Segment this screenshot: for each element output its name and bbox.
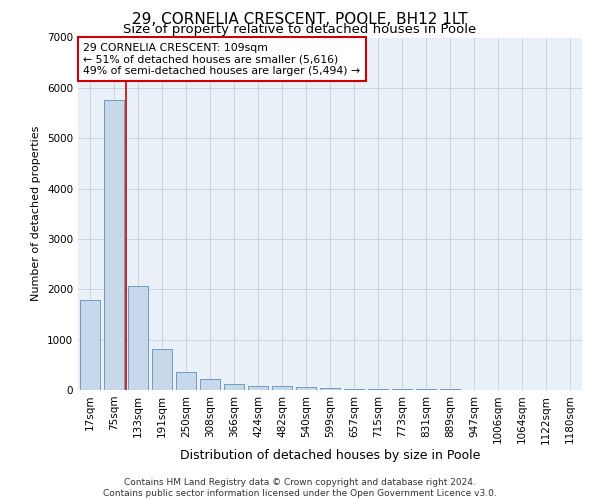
Text: 29 CORNELIA CRESCENT: 109sqm
← 51% of detached houses are smaller (5,616)
49% of: 29 CORNELIA CRESCENT: 109sqm ← 51% of de… bbox=[83, 43, 360, 76]
Bar bbox=[200, 379, 220, 390]
Text: Size of property relative to detached houses in Poole: Size of property relative to detached ho… bbox=[124, 22, 476, 36]
Bar bbox=[272, 386, 292, 390]
Y-axis label: Number of detached properties: Number of detached properties bbox=[31, 126, 41, 302]
Bar bbox=[368, 389, 388, 390]
Bar bbox=[344, 388, 364, 390]
Bar bbox=[392, 389, 412, 390]
Bar bbox=[248, 386, 268, 390]
Text: 29, CORNELIA CRESCENT, POOLE, BH12 1LT: 29, CORNELIA CRESCENT, POOLE, BH12 1LT bbox=[132, 12, 468, 28]
Text: Contains HM Land Registry data © Crown copyright and database right 2024.
Contai: Contains HM Land Registry data © Crown c… bbox=[103, 478, 497, 498]
Bar bbox=[104, 100, 124, 390]
X-axis label: Distribution of detached houses by size in Poole: Distribution of detached houses by size … bbox=[180, 449, 480, 462]
Bar bbox=[320, 388, 340, 390]
Bar bbox=[152, 348, 172, 390]
Bar bbox=[224, 384, 244, 390]
Bar bbox=[80, 300, 100, 390]
Bar bbox=[176, 372, 196, 390]
Bar bbox=[128, 286, 148, 390]
Bar bbox=[296, 387, 316, 390]
